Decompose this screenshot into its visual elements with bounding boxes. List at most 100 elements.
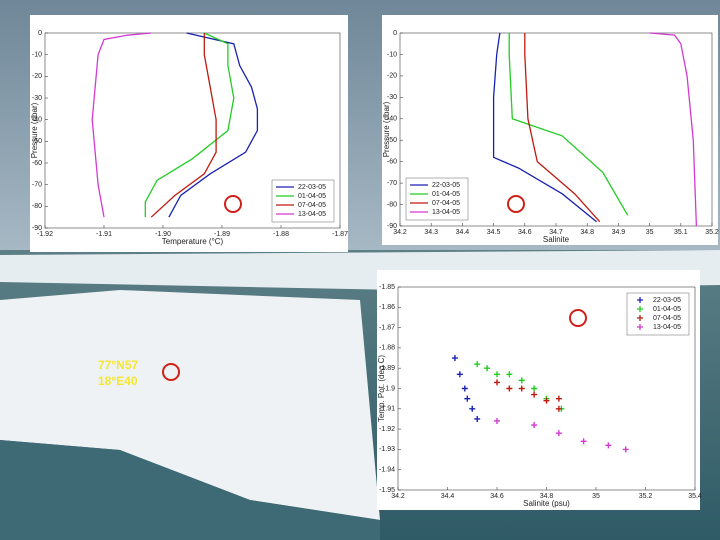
point — [506, 385, 513, 392]
x-tick-label: 35 — [592, 493, 600, 500]
point — [555, 430, 562, 437]
legend-label: 22-03-05 — [432, 182, 460, 189]
point — [494, 371, 500, 378]
legend-label: 13-04-05 — [298, 211, 326, 218]
y-tick-label: -20 — [387, 73, 397, 80]
x-tick-label: 35.1 — [674, 229, 688, 236]
legend-label: 13-04-05 — [653, 324, 681, 331]
x-tick-label: 34.4 — [456, 229, 470, 236]
x-tick-label: 34.6 — [490, 493, 504, 500]
y-tick-label: -1.86 — [379, 304, 395, 311]
profile-line — [144, 32, 235, 218]
y-tick-label: -90 — [387, 223, 397, 230]
x-tick-label: 34.5 — [487, 229, 501, 236]
y-tick-label: -50 — [32, 138, 42, 145]
point — [494, 417, 500, 424]
y-tick-label: -10 — [32, 52, 42, 59]
longitude: 18°E40 — [98, 374, 138, 388]
x-tick-label: 35.2 — [639, 493, 653, 500]
x-tick-label: -1.90 — [155, 231, 171, 238]
y-tick-label: -1.91 — [379, 406, 395, 413]
y-tick-label: 0 — [393, 30, 397, 37]
x-tick-label: 35.2 — [705, 229, 719, 236]
y-tick-label: -1.85 — [379, 284, 395, 291]
x-tick-label: 34.2 — [391, 493, 405, 500]
legend-swatch — [637, 324, 643, 330]
point — [518, 385, 525, 392]
x-tick-label: -1.87 — [332, 231, 348, 238]
y-tick-label: -50 — [387, 137, 397, 144]
marker-circle — [569, 309, 587, 327]
legend-label: 22-03-05 — [298, 184, 326, 191]
y-tick-label: -30 — [32, 95, 42, 102]
profile-line — [524, 33, 601, 223]
point — [555, 395, 562, 402]
y-tick-label: -10 — [387, 51, 397, 58]
x-tick-label: -1.91 — [96, 231, 112, 238]
profile-line — [508, 33, 629, 216]
y-tick-label: -70 — [387, 180, 397, 187]
x-tick-label: 34.6 — [518, 229, 532, 236]
y-axis-label: Pressure (dbar) — [30, 102, 39, 158]
ice-floe — [0, 290, 380, 520]
legend-label: 22-03-05 — [653, 297, 681, 304]
x-tick-label: 34.4 — [441, 493, 455, 500]
y-tick-label: -40 — [387, 116, 397, 123]
point — [456, 371, 463, 378]
point — [555, 405, 562, 412]
y-tick-label: -60 — [387, 159, 397, 166]
y-tick-label: -80 — [387, 201, 397, 208]
y-tick-label: -70 — [32, 182, 42, 189]
y-tick-label: -1.87 — [379, 324, 395, 331]
y-tick-label: -1.93 — [379, 446, 395, 453]
y-tick-label: -90 — [32, 225, 42, 232]
point — [464, 395, 471, 402]
y-tick-label: -80 — [32, 203, 42, 210]
y-tick-label: -1.92 — [379, 426, 395, 433]
legend-swatch — [637, 306, 643, 312]
x-tick-label: 34.3 — [424, 229, 438, 236]
x-tick-label: 34.7 — [549, 229, 563, 236]
y-tick-label: -1.94 — [379, 467, 395, 474]
x-tick-label: 34.8 — [540, 493, 554, 500]
legend-swatch — [637, 315, 643, 321]
profile-line — [649, 32, 698, 227]
x-axis-label: Salinite — [543, 235, 570, 244]
ice-edge — [0, 440, 380, 540]
y-tick-label: -40 — [32, 117, 42, 124]
legend-label: 07-04-05 — [432, 200, 460, 207]
y-tick-label: -20 — [32, 73, 42, 80]
y-tick-label: -1.89 — [379, 365, 395, 372]
y-axis-label: Temp. Pot. (deg C) — [377, 355, 386, 422]
x-tick-label: 34.2 — [393, 229, 407, 236]
marker-circle — [224, 195, 242, 213]
latitude: 77°N57 — [98, 358, 138, 372]
marker-circle — [507, 195, 525, 213]
point — [531, 422, 538, 429]
profile-line — [492, 32, 597, 223]
legend-swatch — [637, 297, 643, 303]
x-tick-label: 34.9 — [612, 229, 626, 236]
x-tick-label: 35.4 — [688, 493, 702, 500]
legend-label: 07-04-05 — [653, 315, 681, 322]
point — [580, 438, 587, 445]
y-tick-label: -1.95 — [379, 487, 395, 494]
point — [543, 397, 550, 404]
profile-line — [91, 32, 152, 218]
legend-label: 01-04-05 — [432, 191, 460, 198]
y-tick-label: -30 — [387, 94, 397, 101]
x-axis-label: Salinite (psu) — [523, 499, 570, 508]
point — [494, 379, 500, 386]
point — [506, 371, 513, 378]
legend-label: 07-04-05 — [298, 202, 326, 209]
x-tick-label: 35 — [646, 229, 654, 236]
x-tick-label: -1.88 — [273, 231, 289, 238]
point — [622, 446, 629, 453]
y-axis-label: Pressure (dbar) — [382, 101, 391, 157]
x-tick-label: -1.89 — [214, 231, 230, 238]
point — [474, 415, 481, 422]
legend-label: 01-04-05 — [298, 193, 326, 200]
y-tick-label: -1.88 — [379, 345, 395, 352]
plot-frame — [44, 32, 341, 229]
